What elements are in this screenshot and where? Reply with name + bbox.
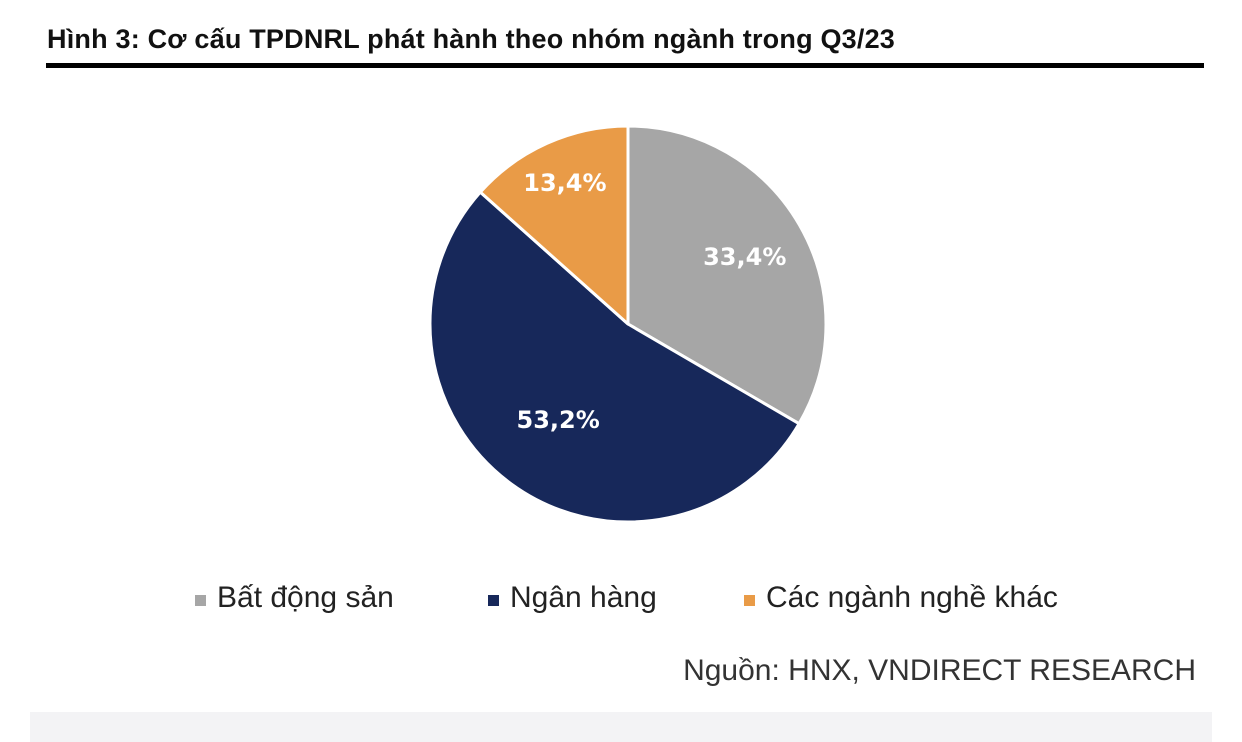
source-note: Nguồn: HNX, VNDIRECT RESEARCH: [683, 654, 1196, 687]
legend-label-cac-nganh-nghe-khac: Các ngành nghề khác: [766, 581, 1058, 614]
pie-slices: [428, 124, 828, 524]
legend-swatch-bat-dong-san: [195, 594, 206, 606]
title-underline: [46, 63, 1204, 68]
chart-title: Hình 3: Cơ cấu TPDNRL phát hành theo nhó…: [47, 24, 896, 54]
pie-label-ngan-hang: 53,2%: [517, 406, 600, 434]
legend-swatch-cac-nganh-nghe-khac: [744, 594, 755, 606]
bottom-band: [30, 712, 1212, 742]
pie-slice-bat-dong-san: [626, 124, 828, 426]
legend-label-ngan-hang: Ngân hàng: [510, 581, 657, 614]
pie-chart-area: 33,4% 53,2% 13,4%: [428, 124, 828, 524]
pie-label-cac-nganh-nghe-khac: 13,4%: [523, 169, 606, 197]
legend-item-bat-dong-san: Bất động sản: [195, 578, 394, 618]
pie-slice-ngan-hang: [428, 190, 801, 524]
legend-item-cac-nganh-nghe-khac: Các ngành nghề khác: [744, 578, 1058, 618]
pie-slice-cac-nganh-nghe-khac: [478, 124, 630, 326]
legend-swatch-ngan-hang: [488, 594, 499, 606]
legend-label-bat-dong-san: Bất động sản: [217, 581, 394, 614]
pie-chart: 33,4% 53,2% 13,4%: [428, 124, 828, 524]
legend-item-ngan-hang: Ngân hàng: [488, 578, 657, 618]
pie-labels: 33,4% 53,2% 13,4%: [517, 169, 787, 434]
legend: Bất động sản Ngân hàng Các ngành nghề kh…: [0, 578, 1242, 618]
pie-label-bat-dong-san: 33,4%: [703, 243, 786, 271]
